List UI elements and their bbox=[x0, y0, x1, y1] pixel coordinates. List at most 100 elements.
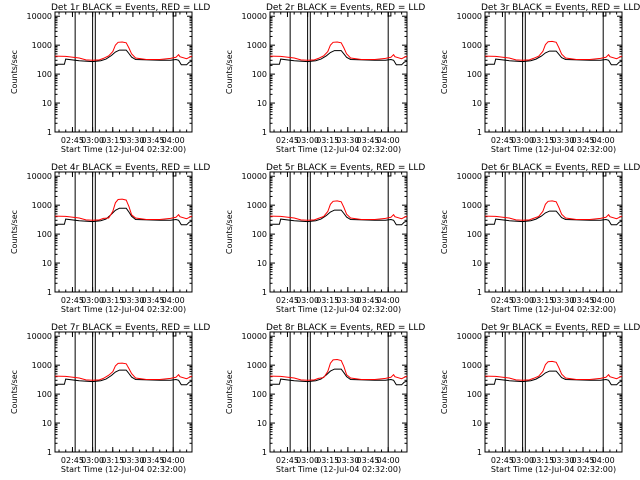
panel-title: Det 6r BLACK = Events, RED = LLD bbox=[481, 163, 640, 173]
x-axis-label: Start Time (12-Jul-04 02:32:00) bbox=[491, 145, 616, 154]
y-tick-label: 10000 bbox=[27, 172, 52, 181]
lld-series-line bbox=[54, 198, 193, 221]
interval-bracket bbox=[172, 12, 177, 17]
y-tick-label: 10 bbox=[257, 99, 267, 108]
panel-title: Det 7r BLACK = Events, RED = LLD bbox=[51, 323, 210, 333]
y-tick-label: 10000 bbox=[242, 172, 267, 181]
x-tick-label: 03:15 bbox=[101, 456, 124, 465]
x-axis-label: Start Time (12-Jul-04 02:32:00) bbox=[61, 145, 186, 154]
y-tick-label: 100 bbox=[467, 230, 482, 239]
x-tick-label: 03:45 bbox=[142, 296, 165, 305]
x-tick-label: 04:00 bbox=[592, 136, 615, 145]
y-tick-label: 1000 bbox=[247, 41, 267, 50]
panel-title: Det 9r BLACK = Events, RED = LLD bbox=[481, 323, 640, 333]
x-tick-label: 03:15 bbox=[531, 456, 554, 465]
y-tick-label: 1000 bbox=[247, 361, 267, 370]
panel-title: Det 2r BLACK = Events, RED = LLD bbox=[266, 3, 425, 13]
x-tick-label: 03:45 bbox=[357, 296, 380, 305]
x-tick-label: 04:00 bbox=[377, 456, 400, 465]
y-tick-label: 1 bbox=[477, 288, 482, 297]
x-tick-label: 03:45 bbox=[142, 456, 165, 465]
x-tick-label: 04:00 bbox=[162, 456, 185, 465]
x-tick-label: 03:15 bbox=[531, 296, 554, 305]
interval-bracket bbox=[387, 172, 392, 177]
panel-6: Det 6r BLACK = Events, RED = LLD 1 10 100 10… bbox=[440, 163, 640, 314]
y-tick-label: 1 bbox=[477, 448, 482, 457]
x-tick-label: 03:30 bbox=[121, 296, 144, 305]
interval-bracket bbox=[172, 332, 177, 337]
x-tick-label: 03:45 bbox=[357, 136, 380, 145]
interval-bracket bbox=[172, 172, 177, 177]
y-tick-label: 100 bbox=[467, 390, 482, 399]
interval-bracket bbox=[602, 12, 607, 17]
x-tick-label: 02:45 bbox=[491, 296, 514, 305]
y-tick-label: 10 bbox=[257, 419, 267, 428]
x-tick-label: 02:45 bbox=[61, 456, 84, 465]
events-series-line bbox=[55, 49, 193, 66]
x-tick-label: 02:45 bbox=[491, 456, 514, 465]
y-axis-label: Counts/sec bbox=[10, 50, 19, 94]
y-axis-label: Counts/sec bbox=[10, 370, 19, 414]
lld-series-line bbox=[269, 200, 408, 221]
plot-frame bbox=[54, 11, 193, 133]
x-tick-label: 03:15 bbox=[101, 296, 124, 305]
x-tick-label: 03:00 bbox=[511, 456, 534, 465]
x-tick-label: 04:00 bbox=[162, 296, 185, 305]
y-tick-label: 10 bbox=[42, 259, 52, 268]
y-axis-label: Counts/sec bbox=[10, 210, 19, 254]
interval-bracket bbox=[387, 332, 392, 337]
lld-series-line bbox=[484, 360, 623, 381]
y-tick-label: 1 bbox=[477, 128, 482, 137]
lld-series-line bbox=[269, 358, 408, 381]
x-tick-label: 02:45 bbox=[276, 296, 299, 305]
interval-bracket bbox=[387, 12, 392, 17]
y-tick-label: 100 bbox=[37, 230, 52, 239]
lld-series-line bbox=[54, 41, 193, 61]
panel-title: Det 3r BLACK = Events, RED = LLD bbox=[481, 3, 640, 13]
y-tick-label: 10000 bbox=[27, 332, 52, 341]
plot-frame bbox=[269, 171, 408, 293]
lld-series-line bbox=[484, 40, 623, 61]
x-axis-label: Start Time (12-Jul-04 02:32:00) bbox=[61, 305, 186, 314]
y-tick-label: 10000 bbox=[242, 332, 267, 341]
panel-title: Det 5r BLACK = Events, RED = LLD bbox=[266, 163, 425, 173]
x-tick-label: 03:15 bbox=[316, 296, 339, 305]
x-tick-label: 03:45 bbox=[572, 296, 595, 305]
x-tick-label: 03:30 bbox=[336, 136, 359, 145]
x-tick-label: 03:30 bbox=[551, 296, 574, 305]
x-tick-label: 03:30 bbox=[551, 456, 574, 465]
x-tick-label: 02:45 bbox=[61, 296, 84, 305]
x-tick-label: 02:45 bbox=[276, 136, 299, 145]
y-tick-label: 10000 bbox=[27, 12, 52, 21]
y-axis-label: Counts/sec bbox=[440, 50, 449, 94]
y-tick-label: 10 bbox=[42, 419, 52, 428]
panel-9: Det 9r BLACK = Events, RED = LLD 1 10 100 10… bbox=[440, 323, 640, 474]
lld-series-line bbox=[269, 41, 408, 61]
x-tick-label: 03:45 bbox=[572, 136, 595, 145]
x-tick-label: 02:45 bbox=[61, 136, 84, 145]
y-tick-label: 100 bbox=[252, 230, 267, 239]
interval-bracket bbox=[602, 172, 607, 177]
y-tick-label: 1 bbox=[262, 288, 267, 297]
y-tick-label: 1000 bbox=[32, 361, 52, 370]
x-tick-label: 03:00 bbox=[511, 296, 534, 305]
y-tick-label: 100 bbox=[252, 390, 267, 399]
y-tick-label: 10000 bbox=[457, 12, 482, 21]
y-axis-label: Counts/sec bbox=[440, 210, 449, 254]
interval-bracket bbox=[602, 332, 607, 337]
x-tick-label: 04:00 bbox=[592, 296, 615, 305]
y-tick-label: 100 bbox=[37, 390, 52, 399]
x-axis-label: Start Time (12-Jul-04 02:32:00) bbox=[276, 305, 401, 314]
events-series-line bbox=[485, 210, 623, 226]
x-tick-label: 03:00 bbox=[81, 296, 104, 305]
plot-frame bbox=[484, 171, 623, 293]
y-tick-label: 10 bbox=[472, 419, 482, 428]
x-axis-label: Start Time (12-Jul-04 02:32:00) bbox=[61, 465, 186, 474]
x-tick-label: 03:45 bbox=[572, 456, 595, 465]
panel-title: Det 8r BLACK = Events, RED = LLD bbox=[266, 323, 425, 333]
y-tick-label: 1 bbox=[47, 288, 52, 297]
x-tick-label: 04:00 bbox=[377, 296, 400, 305]
x-tick-label: 03:00 bbox=[296, 296, 319, 305]
events-series-line bbox=[270, 368, 408, 386]
